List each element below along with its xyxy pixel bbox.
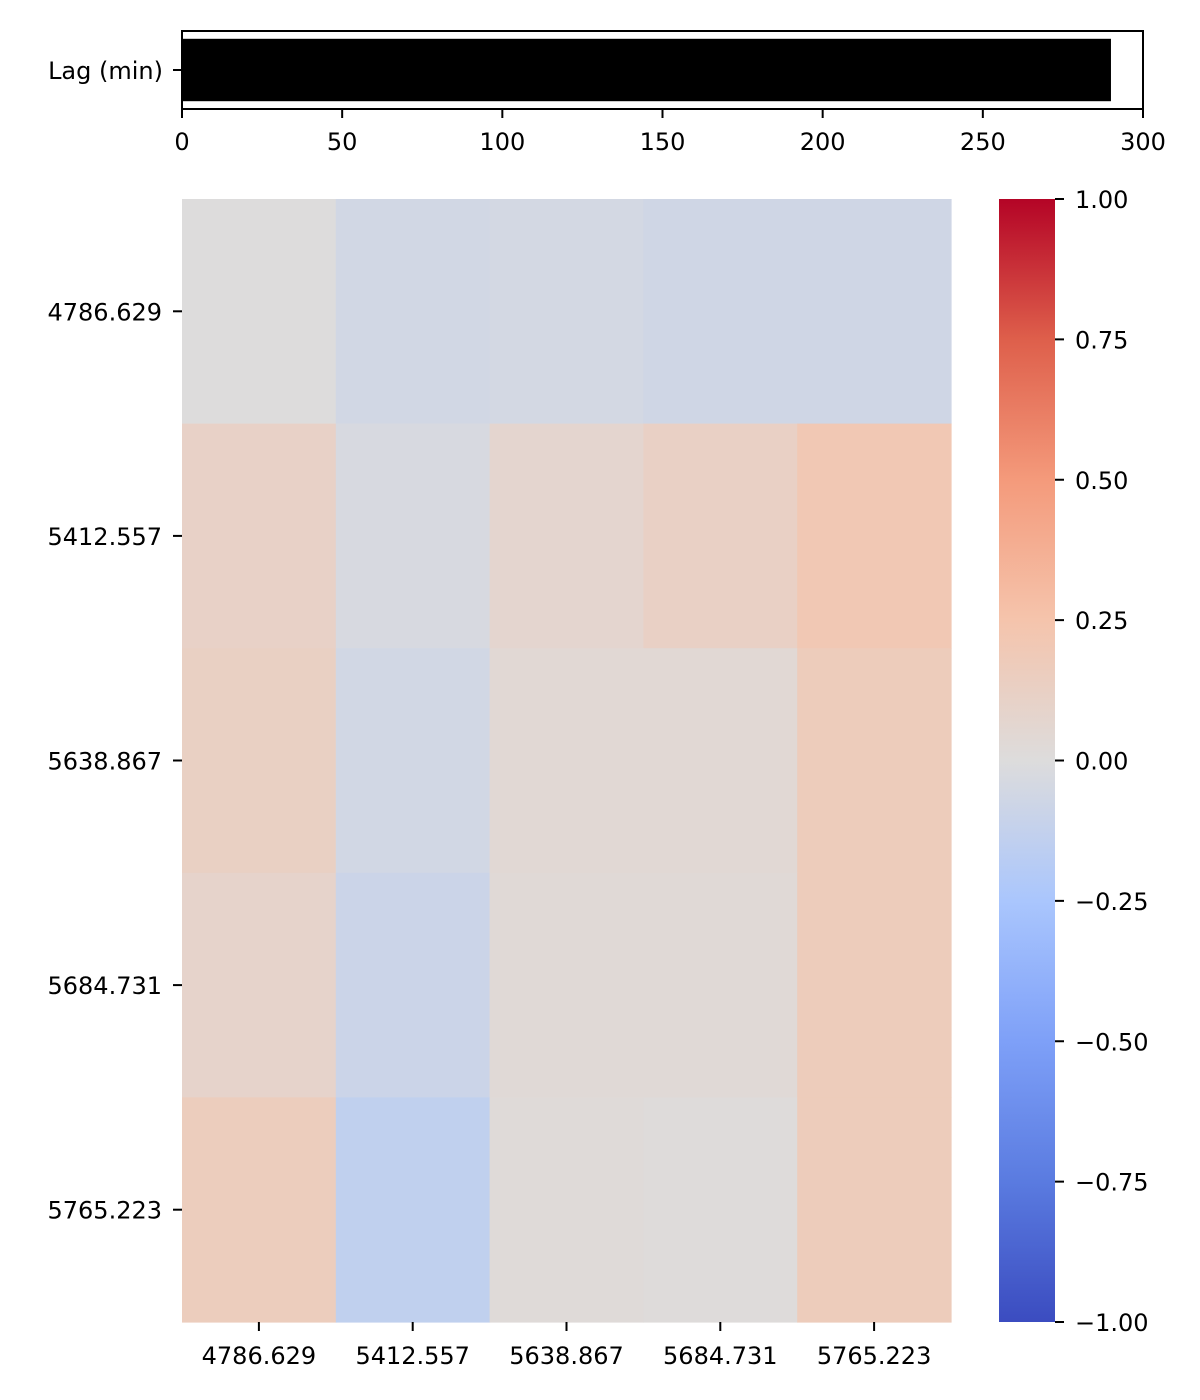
- colorbar-tick-label: 0.75: [1075, 326, 1128, 354]
- bar-x-tick-label: 0: [174, 128, 189, 156]
- heatmap-cell: [182, 872, 337, 1098]
- heatmap-x-tick-label: 4786.629: [202, 1342, 317, 1370]
- colorbar-gradient: [999, 199, 1055, 1322]
- heatmap-cell: [489, 872, 644, 1098]
- heatmap-cell: [182, 1097, 337, 1323]
- bar-x-tick-label: 200: [800, 128, 846, 156]
- colorbar-tick-label: 1.00: [1075, 186, 1128, 214]
- heatmap-x-tick-label: 5684.731: [663, 1342, 778, 1370]
- heatmap-y-tick-label: 4786.629: [47, 298, 162, 326]
- heatmap-x-axis: 4786.629 5412.557 5638.867 5684.731 5765.223: [202, 1322, 932, 1370]
- bar-y-axis: Lag (min): [48, 57, 182, 85]
- bar-x-tick-label: 300: [1120, 128, 1166, 156]
- heatmap-y-tick-label: 5684.731: [47, 972, 162, 1000]
- bar-x-tick-label: 150: [640, 128, 686, 156]
- colorbar-tick-label: −0.50: [1075, 1028, 1149, 1056]
- heatmap-y-tick-label: 5765.223: [47, 1197, 162, 1225]
- heatmap-cell: [797, 1097, 952, 1323]
- bar-0: [182, 38, 1111, 102]
- bar-x-tick-label: 100: [479, 128, 525, 156]
- heatmap-cell: [643, 1097, 798, 1323]
- heatmap-cell: [489, 423, 644, 649]
- heatmap-cell: [797, 872, 952, 1098]
- colorbar-tick-label: −1.00: [1075, 1309, 1149, 1337]
- colorbar: 1.00 0.75 0.50 0.25 0.00 −0.25 −0.50 −0.75 −1.00: [999, 186, 1149, 1337]
- bar-marks: [182, 38, 1111, 102]
- heatmap: 4786.629 5412.557 5638.867 5684.731 5765.223…: [47, 199, 952, 1370]
- bar-x-tick-label: 250: [960, 128, 1006, 156]
- colorbar-ticks: 1.00 0.75 0.50 0.25 0.00 −0.25 −0.50 −0.75 −1.00: [1055, 186, 1149, 1337]
- colorbar-tick-label: −0.25: [1075, 888, 1149, 916]
- heatmap-y-axis: 4786.629 5412.557 5638.867 5684.731 5765.223: [47, 298, 182, 1225]
- heatmap-cells: [182, 199, 952, 1323]
- heatmap-cell: [643, 423, 798, 649]
- colorbar-tick-label: 0.00: [1075, 748, 1128, 776]
- heatmap-cell: [335, 648, 491, 874]
- heatmap-cell: [335, 872, 491, 1098]
- heatmap-cell: [643, 872, 798, 1098]
- heatmap-cell: [489, 199, 644, 425]
- colorbar-tick-label: 0.25: [1075, 607, 1128, 635]
- heatmap-cell: [489, 1097, 644, 1323]
- heatmap-cell: [335, 199, 491, 425]
- heatmap-cell: [797, 199, 952, 425]
- bar-y-tick-label: Lag (min): [48, 57, 163, 85]
- heatmap-cell: [797, 648, 952, 874]
- heatmap-cell: [489, 648, 644, 874]
- heatmap-cell: [182, 648, 337, 874]
- colorbar-tick-label: −0.75: [1075, 1169, 1149, 1197]
- heatmap-y-tick-label: 5638.867: [47, 748, 162, 776]
- heatmap-y-tick-label: 5412.557: [47, 523, 162, 551]
- heatmap-cell: [335, 1097, 491, 1323]
- heatmap-cell: [797, 423, 952, 649]
- heatmap-x-tick-label: 5412.557: [355, 1342, 470, 1370]
- heatmap-cell: [335, 423, 491, 649]
- colorbar-tick-label: 0.50: [1075, 467, 1128, 495]
- bar-x-axis: 0 50 100 150 200 250 300: [174, 109, 1166, 156]
- heatmap-cell: [182, 199, 337, 425]
- bar-x-tick-label: 50: [327, 128, 358, 156]
- heatmap-cell: [643, 648, 798, 874]
- heatmap-cell: [182, 423, 337, 649]
- heatmap-x-tick-label: 5765.223: [817, 1342, 932, 1370]
- lag-bar-chart: Lag (min) 0 50 100 150 200 250 300: [48, 30, 1166, 156]
- heatmap-cell: [643, 199, 798, 425]
- heatmap-x-tick-label: 5638.867: [509, 1342, 624, 1370]
